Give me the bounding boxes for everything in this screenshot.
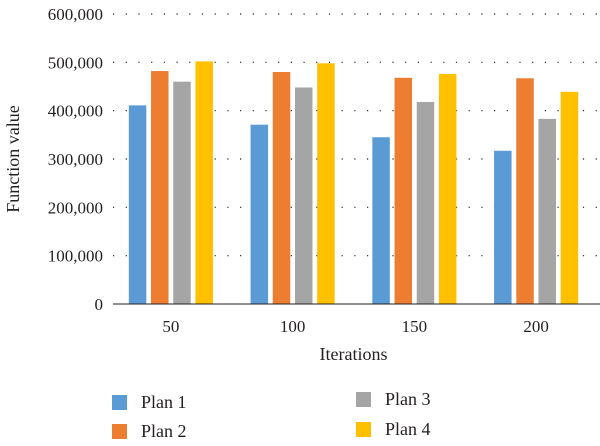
y-axis-title: Function value [3,105,23,212]
bar-plan-1-150 [372,137,390,304]
bar-plan-2-50 [151,71,169,305]
x-tick-label: 50 [162,317,179,336]
y-tick-label: 400,000 [48,102,103,121]
x-tick-labels: 50 100 150 200 [162,317,549,336]
y-tick-label: 100,000 [48,247,103,266]
bar-plan-4-150 [438,73,457,304]
bar-plan-3-200 [538,118,556,304]
bar-plan-2-200 [516,78,534,305]
y-tick-labels: 0 100,000 200,000 300,000 400,000 500,000 600,… [48,5,103,314]
y-tick-label: 500,000 [48,53,103,72]
x-tick-label: 200 [523,317,549,336]
x-axis-title: Iterations [320,344,388,364]
bar-plan-2-100 [272,72,291,304]
bar-plan-4-100 [317,63,335,304]
x-tick-label: 100 [280,317,306,336]
bars [128,61,579,305]
y-tick-label: 600,000 [48,5,103,24]
y-tick-label: 200,000 [48,198,103,217]
bar-plan-3-50 [173,81,191,305]
bar-plan-2-150 [394,77,413,304]
bar-plan-3-150 [416,101,435,304]
bar-plan-4-50 [195,61,213,304]
bar-plan-1-200 [494,150,512,304]
y-tick-label: 0 [95,295,104,314]
bar-plan-1-100 [250,124,269,304]
bar-plan-4-200 [560,91,579,304]
bar-plan-1-50 [128,105,147,304]
x-tick-label: 150 [402,317,428,336]
bar-plan-3-100 [294,87,313,304]
y-tick-label: 300,000 [48,150,103,169]
